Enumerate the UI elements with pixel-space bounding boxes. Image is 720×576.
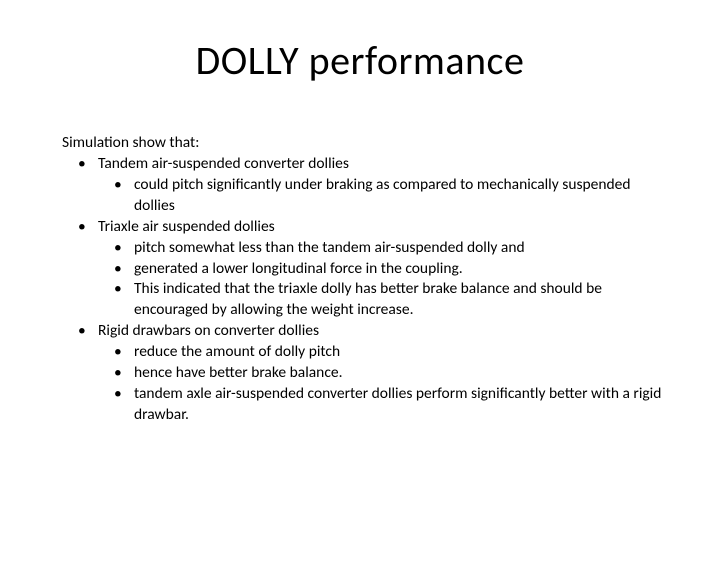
list-item-label: generated a lower longitudinal force in … (134, 259, 463, 278)
slide: DOLLY performance Simulation show that: … (0, 36, 720, 576)
list-item: hence have better brake balance. (98, 363, 670, 384)
list-item: pitch somewhat less than the tandem air-… (98, 238, 670, 259)
list-item: Rigid drawbars on converter dollies redu… (62, 321, 670, 426)
list-item-label: could pitch significantly under braking … (134, 175, 631, 215)
list-item-label: This indicated that the triaxle dolly ha… (134, 279, 602, 319)
list-item: Triaxle air suspended dollies pitch some… (62, 217, 670, 322)
list-item: Tandem air-suspended converter dollies c… (62, 154, 670, 217)
content-body: Simulation show that: Tandem air-suspend… (0, 133, 720, 426)
intro-text: Simulation show that: (62, 133, 670, 154)
list-item-label: reduce the amount of dolly pitch (134, 342, 340, 361)
sub-bullet-list: pitch somewhat less than the tandem air-… (98, 238, 670, 322)
list-item: could pitch significantly under braking … (98, 175, 670, 217)
sub-bullet-list: could pitch significantly under braking … (98, 175, 670, 217)
list-item-label: Triaxle air suspended dollies (98, 217, 275, 236)
list-item: generated a lower longitudinal force in … (98, 259, 670, 280)
list-item-label: pitch somewhat less than the tandem air-… (134, 238, 525, 257)
list-item-label: hence have better brake balance. (134, 363, 343, 382)
list-item-label: Tandem air-suspended converter dollies (98, 154, 349, 173)
list-item-label: Rigid drawbars on converter dollies (98, 321, 319, 340)
page-title: DOLLY performance (0, 36, 720, 85)
bullet-list: Tandem air-suspended converter dollies c… (62, 154, 670, 426)
sub-bullet-list: reduce the amount of dolly pitch hence h… (98, 342, 670, 426)
list-item: reduce the amount of dolly pitch (98, 342, 670, 363)
list-item: tandem axle air-suspended converter doll… (98, 384, 670, 426)
list-item: This indicated that the triaxle dolly ha… (98, 279, 670, 321)
list-item-label: tandem axle air-suspended converter doll… (134, 384, 661, 424)
